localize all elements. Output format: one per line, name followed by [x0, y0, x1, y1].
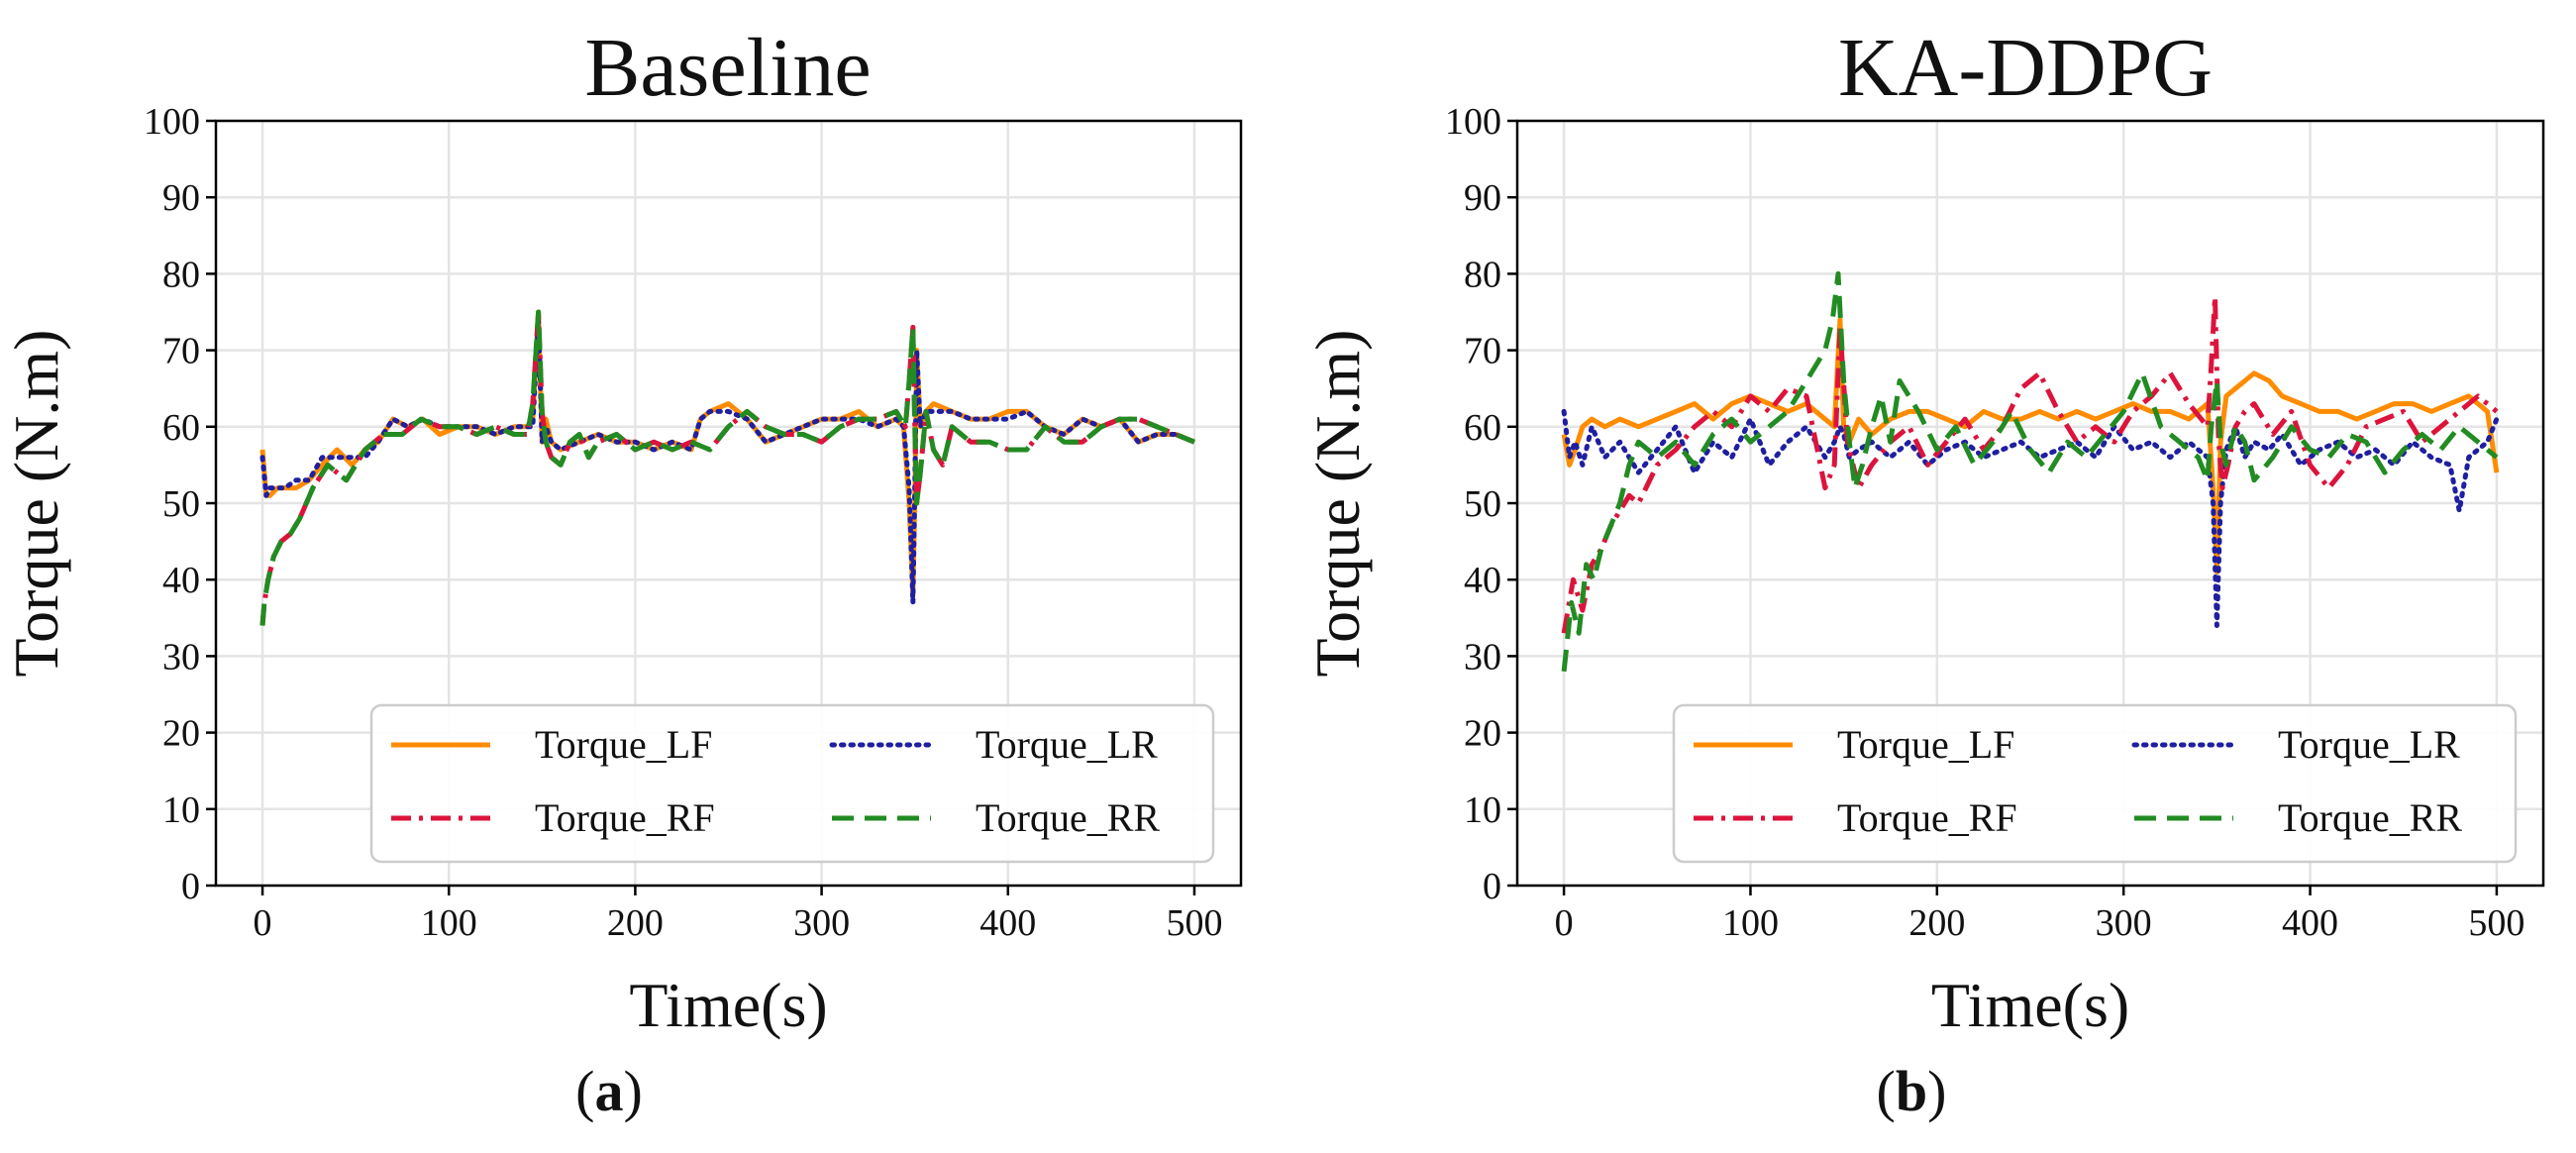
legend-box: [1672, 703, 2518, 864]
legend: Torque_LF Torque_RF Torque_LR Torque_RR: [369, 703, 1215, 864]
y-tick-label: 40: [1464, 560, 1501, 601]
x-tick-label: 300: [793, 902, 850, 944]
x-tick-label: 500: [2468, 902, 2524, 944]
series-line-torque-rr: [259, 309, 1195, 626]
y-tick-label: 100: [144, 101, 200, 143]
legend-label: Torque_RR: [2278, 795, 2462, 840]
y-tick-label: 90: [162, 177, 200, 219]
y-tick-label: 0: [1483, 866, 1501, 907]
x-tick-label: 400: [979, 902, 1036, 944]
y-tick-label: 10: [1464, 789, 1501, 831]
series-line-torque-rf: [1561, 294, 2499, 634]
legend-label: Torque_LR: [2278, 722, 2460, 767]
x-axis-label: Time(s): [1931, 970, 2129, 1040]
y-tick-label: 80: [162, 254, 200, 295]
series-line-torque-lf: [1561, 317, 2500, 575]
legend-label: Torque_LF: [1837, 722, 2014, 767]
caption-b: (b): [1876, 1059, 1947, 1123]
chart-title: KA-DDPG: [1838, 22, 2213, 114]
y-tick-label: 60: [1464, 407, 1501, 449]
x-tick-label: 200: [607, 902, 664, 944]
x-tick-label: 100: [421, 902, 477, 944]
y-tick-label: 40: [162, 560, 200, 601]
y-tick-label: 70: [162, 331, 200, 372]
y-axis-label: Torque (N.m): [1302, 330, 1373, 678]
y-tick-label: 10: [162, 789, 200, 831]
x-tick-label: 200: [1908, 902, 1965, 944]
y-tick-label: 20: [1464, 713, 1501, 755]
x-tick-label: 100: [1722, 902, 1779, 944]
y-tick-label: 30: [1464, 636, 1501, 678]
x-tick-label: 300: [2096, 902, 2152, 944]
chart-ka-ddpg: 0 100 200 300 400 500 0 10 20 30 40 50 60 70 80 90 100 KA…: [1302, 22, 2545, 1040]
legend: Torque_LF Torque_RF Torque_LR Torque_RR: [1672, 703, 2518, 864]
x-axis-label: Time(s): [629, 970, 827, 1040]
y-tick-label: 0: [181, 866, 200, 907]
x-tick-label: 0: [254, 902, 272, 944]
y-tick-label: 50: [1464, 483, 1501, 525]
legend-label: Torque_LF: [535, 722, 712, 767]
series-line-torque-rr: [1561, 270, 2499, 673]
y-tick-label: 50: [162, 483, 200, 525]
series-line-torque-lf: [259, 309, 1195, 598]
x-tick-label: 0: [1555, 902, 1574, 944]
y-tick-label: 80: [1464, 254, 1501, 295]
y-tick-label: 70: [1464, 331, 1501, 372]
legend-label: Torque_RF: [535, 795, 715, 840]
series-line-torque-lr: [259, 317, 1197, 605]
caption-a: (a): [575, 1059, 643, 1123]
chart-baseline: 0 100 200 300 400 500 0 10 20 30 40 50 60 70 80 90 100 Ba…: [1, 22, 1243, 1040]
legend-label: Torque_LR: [976, 722, 1158, 767]
x-tick-label: 400: [2282, 902, 2338, 944]
y-tick-label: 20: [162, 713, 200, 755]
legend-label: Torque_RF: [1837, 795, 2017, 840]
x-tick-label: 500: [1166, 902, 1222, 944]
y-tick-label: 100: [1445, 101, 1501, 143]
y-axis-label: Torque (N.m): [1, 330, 71, 678]
y-tick-label: 60: [162, 407, 200, 449]
y-tick-label: 90: [1464, 177, 1501, 219]
legend-label: Torque_RR: [976, 795, 1160, 840]
y-tick-label: 30: [162, 636, 200, 678]
legend-box: [369, 703, 1215, 864]
chart-title: Baseline: [584, 22, 871, 114]
